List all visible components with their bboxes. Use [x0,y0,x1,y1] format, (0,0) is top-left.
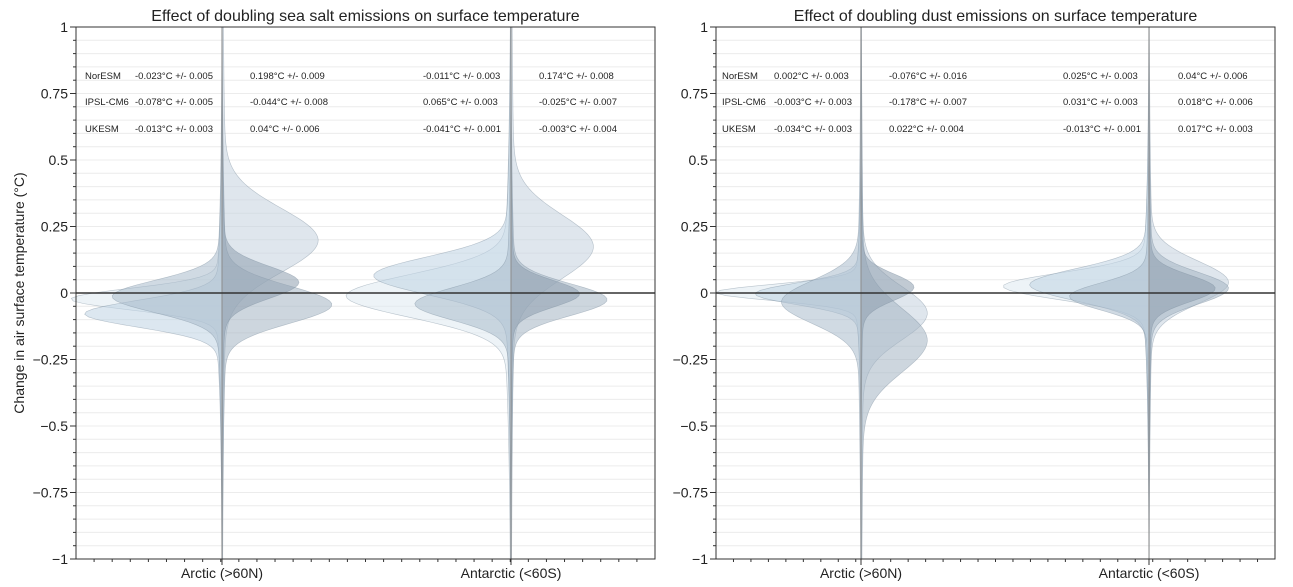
model-name-label: IPSL-CM6 [85,97,129,108]
dust-panel: 1 0.75 0.5 0.25 0 −0.25 −0.5 −0.75 −1 Arctic (>60… [673,8,1276,581]
model-name-label: UKESM [722,124,756,135]
annotation-value: -0.076°C +/- 0.016 [889,71,967,82]
y-tick-label: 1 [700,19,708,35]
y-tick-label: −0.25 [673,352,709,368]
category-label: Arctic (>60N) [181,565,263,581]
y-tick-label: 0.75 [681,86,708,102]
y-tick-label: 0.75 [41,86,68,102]
y-tick-label: −1 [52,551,68,567]
y-tick-label: 0 [60,285,68,301]
annotation-value: -0.041°C +/- 0.001 [423,124,501,135]
model-name-label: IPSL-CM6 [722,97,766,108]
y-tick-label: −1 [692,551,708,567]
annotation-value: 0.018°C +/- 0.006 [1178,97,1253,108]
annotation-value: -0.178°C +/- 0.007 [889,97,967,108]
model-name-label: UKESM [85,124,119,135]
annotation-value: -0.025°C +/- 0.007 [539,97,617,108]
y-tick-label: −0.75 [673,485,709,501]
chart-title: Effect of doubling dust emissions on sur… [794,8,1198,25]
annotation-value: 0.04°C +/- 0.006 [250,124,320,135]
category-label: Antarctic (<60S) [1099,565,1200,581]
annotation-value: -0.044°C +/- 0.008 [250,97,328,108]
annotation-value: -0.011°C +/- 0.003 [423,71,500,82]
y-tick-label: 0 [700,285,708,301]
model-name-label: NorESM [85,71,121,82]
annotation-value: -0.034°C +/- 0.003 [774,124,852,135]
annotation-value: 0.002°C +/- 0.003 [774,71,849,82]
annotation-value: -0.013°C +/- 0.001 [1063,124,1141,135]
y-tick-label: −0.5 [680,418,708,434]
annotation-value: 0.174°C +/- 0.008 [539,71,614,82]
annotation-value: 0.065°C +/- 0.003 [423,97,498,108]
chart-title: Effect of doubling sea salt emissions on… [151,8,579,25]
y-axis-label: Change in air surface temperature (°C) [11,172,27,413]
y-tick-label: −0.5 [40,418,68,434]
annotation-value: 0.022°C +/- 0.004 [889,124,964,135]
annotation-value: 0.04°C +/- 0.006 [1178,71,1248,82]
y-tick-label: 0.5 [49,152,69,168]
annotation-value: -0.003°C +/- 0.004 [539,124,617,135]
annotation-value: -0.013°C +/- 0.003 [135,124,213,135]
y-tick-label: 0.25 [41,219,68,235]
annotation-value: -0.003°C +/- 0.003 [774,97,852,108]
y-tick-label: 0.5 [689,152,709,168]
category-label: Arctic (>60N) [820,565,902,581]
annotation-value: -0.023°C +/- 0.005 [135,71,213,82]
annotation-value: 0.017°C +/- 0.003 [1178,124,1253,135]
category-label: Antarctic (<60S) [461,565,562,581]
annotation-value: 0.025°C +/- 0.003 [1063,71,1138,82]
annotation-value: 0.198°C +/- 0.009 [250,71,325,82]
sea-salt-panel: 1 0.75 0.5 0.25 0 −0.25 −0.5 −0.75 −1 Arctic (>60… [33,8,656,581]
annotation-value: 0.031°C +/- 0.003 [1063,97,1138,108]
y-tick-label: −0.25 [33,352,69,368]
model-name-label: NorESM [722,71,758,82]
y-tick-label: 0.25 [681,219,708,235]
y-tick-label: 1 [60,19,68,35]
annotation-value: -0.078°C +/- 0.005 [135,97,213,108]
y-tick-label: −0.75 [33,485,69,501]
